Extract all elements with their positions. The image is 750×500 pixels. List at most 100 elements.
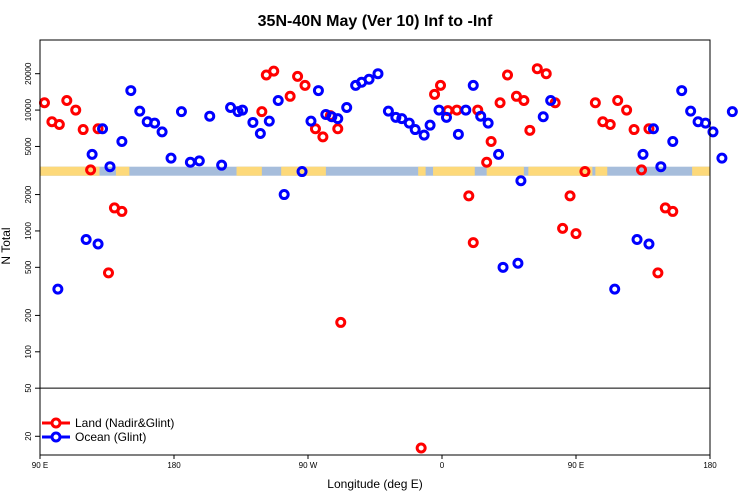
ocean-point xyxy=(452,128,464,140)
land-point xyxy=(636,164,648,176)
land-point xyxy=(518,95,530,107)
y-tick-label: 1000 xyxy=(24,221,33,239)
ocean-point xyxy=(424,119,436,131)
land-point xyxy=(102,267,114,279)
land-point xyxy=(579,166,591,178)
land-band-segment xyxy=(40,166,100,176)
ocean-point xyxy=(545,95,557,107)
land-point xyxy=(292,70,304,82)
land-point xyxy=(335,316,347,328)
surface-type-band xyxy=(40,166,710,176)
ocean-point xyxy=(80,233,92,245)
x-tick-label: 0 xyxy=(440,461,445,470)
ocean-point xyxy=(92,238,104,250)
land-point xyxy=(652,267,664,279)
land-point xyxy=(268,65,280,77)
x-tick-label: 90 W xyxy=(299,461,318,470)
ocean-point xyxy=(512,257,524,269)
ocean-point xyxy=(609,283,621,295)
ocean-point xyxy=(637,148,649,160)
x-axis-label: Longitude (deg E) xyxy=(327,477,422,491)
land-point xyxy=(415,442,427,454)
land-point xyxy=(604,118,616,130)
x-tick-label: 180 xyxy=(167,461,181,470)
ocean-point xyxy=(667,135,679,147)
ocean-point xyxy=(643,238,655,250)
ocean-point xyxy=(726,106,738,118)
ocean-point xyxy=(647,123,659,135)
land-point xyxy=(557,222,569,234)
ocean-point xyxy=(175,106,187,118)
ocean-point xyxy=(537,111,549,123)
ocean-point xyxy=(433,104,445,116)
chart-title: 35N-40N May (Ver 10) Inf to -Inf xyxy=(258,13,493,30)
y-tick-label: 20 xyxy=(24,431,33,440)
land-band-segment xyxy=(115,166,130,176)
legend-marker-ocean xyxy=(50,431,62,443)
land-point xyxy=(85,164,97,176)
ocean-point xyxy=(296,166,308,178)
land-band-segment xyxy=(692,166,710,176)
ocean-point xyxy=(52,283,64,295)
y-tick-label: 2000 xyxy=(24,185,33,203)
ocean-point xyxy=(86,148,98,160)
ocean-point xyxy=(676,85,688,97)
y-tick-label: 200 xyxy=(24,308,33,322)
ocean-point xyxy=(372,68,384,80)
land-point xyxy=(481,156,493,168)
ocean-point xyxy=(409,124,421,136)
x-axis: 90 E 180 90 W 0 90 E 180 xyxy=(32,455,717,470)
y-tick-label: 500 xyxy=(24,260,33,274)
x-tick-label: 90 E xyxy=(32,461,48,470)
legend-marker-land xyxy=(50,417,62,429)
legend-label-land: Land (Nadir&Glint) xyxy=(75,416,174,430)
ocean-point xyxy=(390,111,402,123)
land-point xyxy=(116,205,128,217)
land-point xyxy=(317,131,329,143)
ocean-point xyxy=(165,152,177,164)
ocean-point xyxy=(193,155,205,167)
ocean-point xyxy=(493,148,505,160)
legend: Land (Nadir&Glint) Ocean (Glint) xyxy=(42,416,174,444)
ocean-point xyxy=(216,159,228,171)
ocean-point xyxy=(403,117,415,129)
land-point xyxy=(628,124,640,136)
x-tick-label: 90 E xyxy=(568,461,584,470)
land-point xyxy=(621,104,633,116)
ocean-band xyxy=(40,166,710,176)
land-point xyxy=(92,123,104,135)
ocean-point xyxy=(104,161,116,173)
ocean-point xyxy=(418,129,430,141)
land-point xyxy=(485,135,497,147)
ocean-point xyxy=(631,233,643,245)
ocean-point xyxy=(363,73,375,85)
ocean-point xyxy=(263,115,275,127)
land-point xyxy=(612,95,624,107)
ocean-point xyxy=(332,113,344,125)
ocean-point xyxy=(396,113,408,125)
land-point xyxy=(435,79,447,91)
ocean-point xyxy=(716,152,728,164)
land-band-segment xyxy=(433,166,475,176)
land-point xyxy=(502,69,514,81)
y-tick-label: 100 xyxy=(24,345,33,359)
legend-item-land: Land (Nadir&Glint) xyxy=(42,416,174,430)
land-band-segment xyxy=(528,166,593,176)
land-point xyxy=(494,97,506,109)
land-band-segment xyxy=(486,166,524,176)
land-point xyxy=(540,68,552,80)
land-point xyxy=(643,123,655,135)
land-band-segment xyxy=(595,166,608,176)
ocean-point xyxy=(204,110,216,122)
ocean-point xyxy=(149,117,161,129)
land-point xyxy=(570,228,582,240)
ocean-point xyxy=(116,135,128,147)
ocean-point xyxy=(247,116,259,128)
land-point xyxy=(61,95,73,107)
ocean-point xyxy=(515,175,527,187)
legend-item-ocean: Ocean (Glint) xyxy=(42,430,146,444)
land-point xyxy=(284,90,296,102)
plot-frame xyxy=(39,39,711,456)
ocean-point xyxy=(707,126,719,138)
land-band-segment xyxy=(236,166,262,176)
